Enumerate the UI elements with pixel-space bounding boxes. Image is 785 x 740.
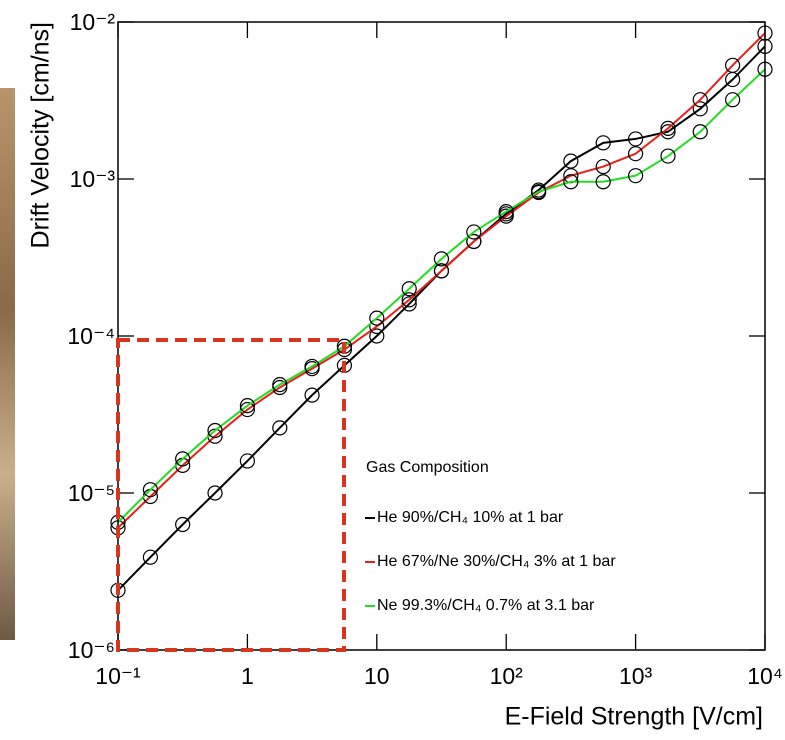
data-point [725, 57, 741, 73]
data-point [595, 135, 611, 151]
data-point [627, 168, 644, 184]
plot-frame [117, 21, 766, 651]
data-point [660, 120, 676, 137]
data-point [692, 124, 708, 140]
data-point [692, 101, 708, 117]
x-tick-label: 10 [364, 663, 390, 689]
data-point [433, 251, 450, 267]
data-point [272, 377, 288, 393]
data-point [175, 451, 191, 467]
data-point [466, 233, 482, 250]
data-point [595, 174, 611, 190]
data-point [531, 184, 547, 200]
data-point [498, 203, 514, 220]
series-line [117, 32, 766, 529]
data-point [401, 292, 417, 308]
data-point [369, 318, 385, 335]
data-point [660, 148, 676, 164]
series-line [117, 68, 766, 524]
y-tick-label: 10⁻² [70, 9, 116, 35]
data-point [433, 263, 450, 279]
data-point [304, 387, 320, 403]
x-axis-title: E-Field Strength [V/cm] [505, 703, 763, 731]
highlight-box [116, 338, 346, 652]
data-point [627, 131, 644, 147]
x-tick-label: 10⁻¹ [95, 663, 141, 689]
data-point [239, 398, 255, 414]
data-point [239, 453, 255, 469]
x-tick-label: 10² [490, 663, 524, 689]
data-point [466, 224, 482, 240]
data-point [175, 516, 191, 533]
data-point [142, 482, 159, 498]
x-tick-label: 10³ [619, 663, 653, 689]
data-point [239, 401, 255, 418]
y-tick-label: 10⁻⁵ [68, 480, 115, 506]
data-point [401, 281, 417, 297]
x-tick-label: 1 [241, 663, 254, 689]
y-axis-title: Drift Velocity [cm/ns] [27, 22, 55, 248]
data-point [660, 124, 676, 140]
x-tick-label: 10⁴ [747, 663, 782, 689]
data-point [304, 358, 320, 375]
data-point [692, 92, 708, 108]
y-tick-label: 10⁻³ [70, 166, 116, 192]
axes: 10⁻¹ 1 10 10² 10³ 10⁴ 10⁻⁶ 10⁻⁵ 10⁻⁴ 10⁻³ 10⁻² [67, 9, 782, 689]
data-point [595, 158, 611, 175]
plot [110, 25, 773, 598]
legend: Gas Composition He 90%/CH₄ 10% at 1 bar He… [365, 459, 616, 614]
y-tick-label: 10⁻⁶ [68, 637, 115, 663]
data-point [207, 422, 223, 439]
legend-label: He 67%/Ne 30%/CH₄ 3% at 1 bar [377, 553, 616, 570]
legend-label: Ne 99.3%/CH₄ 0.7% at 3.1 bar [377, 597, 595, 614]
data-point [369, 328, 385, 344]
data-point [207, 485, 223, 501]
data-point [142, 549, 159, 565]
data-point [272, 420, 288, 436]
data-point [627, 146, 644, 162]
data-point [725, 92, 741, 108]
data-point [401, 296, 417, 312]
data-point [369, 310, 385, 326]
photo-strip [0, 88, 15, 640]
legend-title: Gas Composition [366, 459, 489, 476]
data-point [563, 174, 579, 190]
y-tick-label: 10⁻⁴ [67, 323, 115, 349]
legend-label: He 90%/CH₄ 10% at 1 bar [377, 509, 564, 526]
